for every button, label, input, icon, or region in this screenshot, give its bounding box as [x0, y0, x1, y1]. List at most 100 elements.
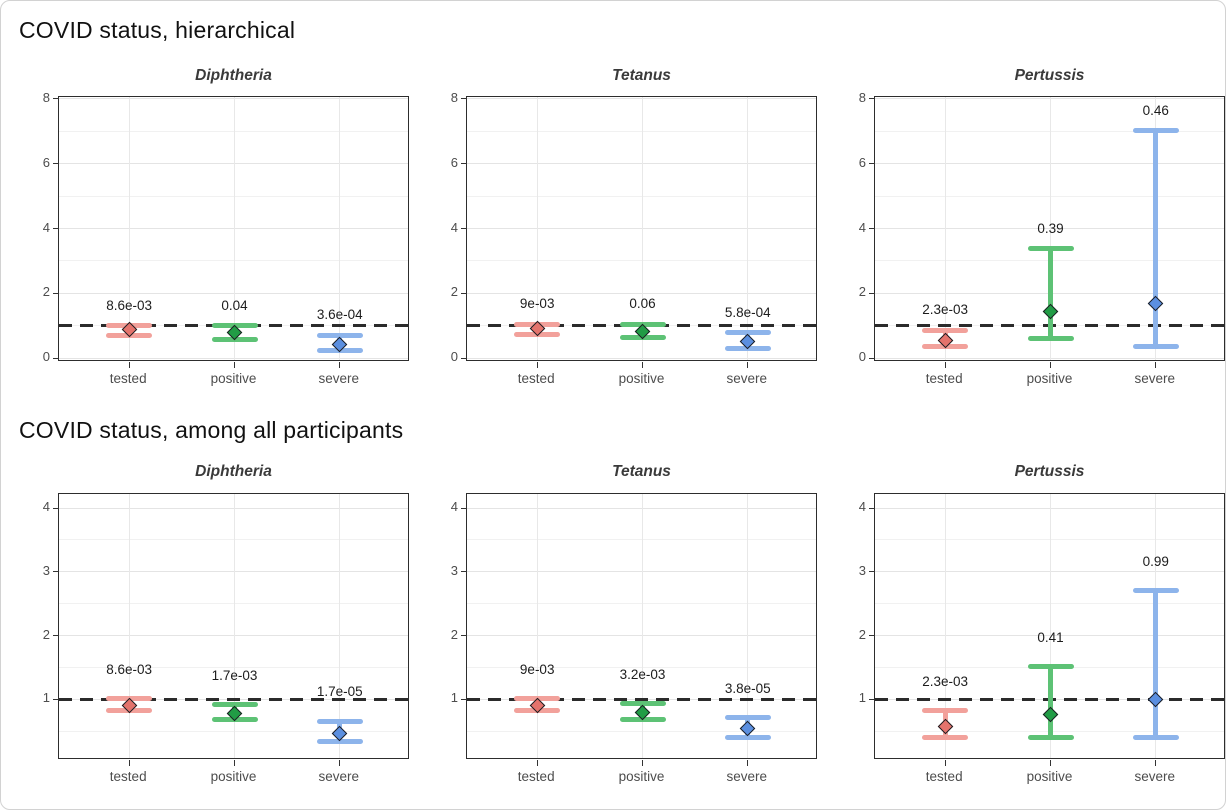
gridline-major-y [467, 163, 816, 165]
y-axis-tick-label: 4 [42, 219, 50, 235]
plot-area: 8.6e-03 0.04 3.6e-04 [53, 96, 409, 368]
panel-title: Tetanus [612, 463, 671, 480]
y-axis-tick-label: 3 [450, 562, 458, 578]
chart-panel-diphtheria: Diphtheria 8.6e-03 0.04 3.6e-04 tested positi… [9, 57, 409, 391]
x-axis-category-label: tested [517, 371, 555, 386]
y-axis-tick-mark [869, 228, 875, 230]
y-axis-tick-label: 4 [42, 499, 50, 515]
y-axis-tick-label: 8 [450, 89, 458, 105]
error-bar [1153, 130, 1159, 347]
panel-title: Tetanus [612, 67, 671, 84]
y-axis-tick-label: 4 [450, 219, 458, 235]
y-axis-tick-mark [869, 698, 875, 700]
y-axis-tick-mark [53, 698, 59, 700]
y-axis-tick-label: 0 [450, 349, 458, 365]
gridline-minor-y [59, 539, 408, 541]
error-bar-cap-upper [1132, 588, 1179, 594]
section-title-all-participants: COVID status, among all participants [19, 417, 404, 443]
y-axis-tick-label: 1 [858, 690, 866, 706]
x-axis-tick-mark [234, 760, 235, 766]
p-value-label: 1.7e-05 [316, 684, 363, 700]
x-axis-category-label: positive [618, 769, 665, 784]
x-axis-category-label: tested [109, 371, 147, 386]
gridline-x [339, 97, 341, 360]
error-bar-cap-upper [922, 707, 969, 713]
x-axis-category-label: tested [925, 769, 963, 784]
y-axis-tick-label: 2 [450, 284, 458, 300]
gridline-minor-y [467, 667, 816, 668]
y-axis-tick-label: 2 [858, 626, 866, 642]
gridline-major-y [875, 228, 1224, 230]
y-axis-tick-mark [869, 507, 875, 509]
gridline-minor-y [59, 130, 408, 132]
gridline-minor-y [59, 195, 408, 197]
gridline-major-y [59, 98, 408, 100]
p-value-label: 2.3e-03 [922, 302, 969, 318]
y-axis-tick-label: 0 [858, 349, 866, 365]
x-axis-tick-mark [747, 362, 749, 368]
p-value-label: 9e-03 [519, 296, 555, 312]
error-bar-cap-upper [316, 332, 363, 338]
y-axis-tick-label: 1 [42, 690, 50, 706]
x-axis-category-label: severe [726, 371, 768, 386]
x-axis-category-label: severe [1134, 769, 1176, 784]
gridline-x [642, 494, 643, 758]
section-title-hierarchical: COVID status, hierarchical [19, 17, 296, 43]
x-axis-category-label: severe [318, 371, 360, 386]
point-diamond [937, 719, 953, 735]
error-bar [1048, 666, 1053, 738]
y-axis-tick-mark [461, 507, 467, 509]
error-bar-cap-upper [1027, 246, 1074, 252]
x-axis-category-label: positive [210, 371, 257, 386]
gridline-major-y [875, 163, 1224, 165]
x-axis-tick-mark [944, 362, 946, 368]
x-axis-tick-mark [339, 760, 341, 766]
y-axis-tick-label: 1 [450, 690, 458, 706]
x-axis-tick-mark [536, 760, 538, 766]
error-bar-cap-lower [1027, 734, 1074, 740]
gridline-x [234, 97, 235, 360]
gridline-major-y [59, 292, 408, 294]
reference-line [59, 697, 408, 701]
gridline-x [128, 97, 130, 360]
gridline-minor-y [59, 667, 408, 668]
y-axis-tick-mark [53, 635, 59, 637]
y-axis-tick-mark [53, 571, 59, 573]
y-axis-tick-label: 2 [42, 626, 50, 642]
x-axis-category-label: positive [1026, 371, 1073, 386]
gridline-minor-y [467, 730, 816, 732]
p-value-label: 1.7e-03 [211, 667, 258, 683]
x-axis-tick-mark [642, 760, 643, 766]
gridline-x [747, 97, 749, 360]
y-axis-tick-mark [461, 698, 467, 700]
y-axis-tick-mark [869, 357, 875, 359]
x-axis-category-label: positive [618, 371, 665, 386]
error-bar-cap-lower [1027, 335, 1074, 341]
gridline-minor-y [59, 260, 408, 262]
y-axis-tick-label: 0 [42, 349, 50, 365]
reference-line [467, 697, 816, 701]
y-axis-tick-label: 2 [42, 284, 50, 300]
y-axis-tick-mark [53, 98, 59, 100]
y-axis-tick-label: 2 [858, 284, 866, 300]
error-bar-cap-upper [619, 700, 666, 706]
gridline-minor-y [875, 130, 1224, 132]
gridline-x [747, 494, 749, 758]
gridline-minor-y [875, 195, 1224, 197]
error-bar-cap-upper [316, 718, 363, 724]
error-bar-cap-lower [1132, 734, 1179, 740]
y-axis-tick-label: 4 [858, 499, 866, 515]
gridline-minor-y [875, 539, 1224, 541]
gridline-x [128, 494, 130, 758]
x-axis-category-label: positive [1026, 769, 1073, 784]
x-axis-category-label: tested [925, 371, 963, 386]
error-bar-cap-lower [724, 735, 771, 741]
y-axis-tick-mark [869, 98, 875, 100]
gridline-minor-y [467, 539, 816, 541]
chart-panel-tetanus: Tetanus 9e-03 3.2e-03 3.8e-05 tested positive… [417, 455, 817, 789]
error-bar [1048, 248, 1053, 339]
gridline-major-y [875, 357, 1224, 359]
point-diamond [740, 720, 756, 737]
gridline-major-y [467, 357, 816, 359]
